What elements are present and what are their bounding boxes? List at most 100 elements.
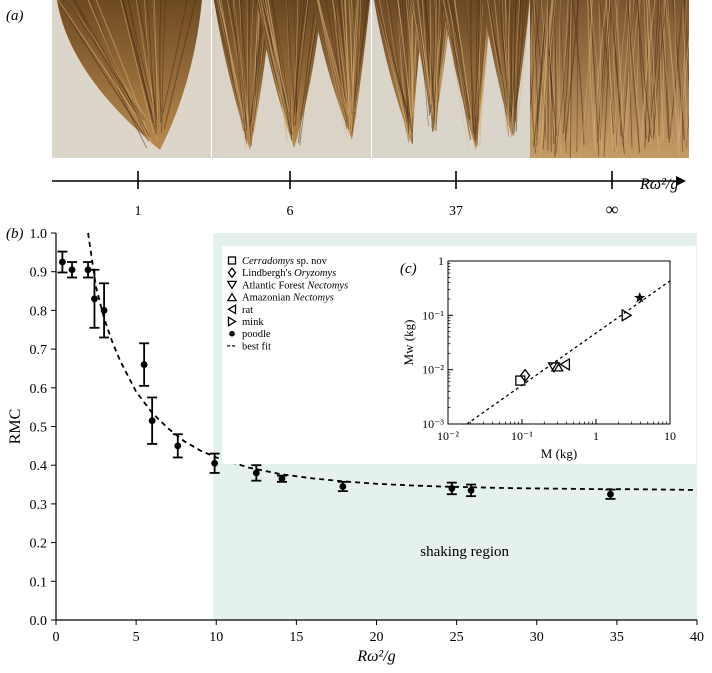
- legend-item: poodle: [229, 329, 271, 340]
- hair-strand: [220, 0, 246, 144]
- legend-item: Amazonian Nectomys: [226, 292, 334, 304]
- marker: [91, 295, 98, 303]
- legend-label-part: mink: [242, 317, 264, 328]
- hair-strand: [286, 0, 296, 115]
- triangle-down-marker: [547, 362, 561, 374]
- hair-strand: [611, 0, 628, 154]
- data-point: [276, 474, 287, 483]
- hair-strand: [350, 0, 368, 117]
- hair-strand: [218, 0, 245, 129]
- hair-strand: [515, 0, 522, 132]
- y-tick-label: 10⁻³: [422, 417, 444, 431]
- hair-strand: [562, 0, 571, 134]
- legend-label-part: Lindbergh's: [242, 268, 294, 279]
- x-tick-label: 15: [289, 630, 303, 645]
- axis-tick-label: 1: [135, 204, 142, 219]
- triangle-right-marker: [621, 308, 633, 322]
- data-point: [251, 464, 262, 482]
- hair-strand: [622, 0, 636, 147]
- hair-strand: [246, 0, 249, 135]
- hair-strand: [681, 0, 688, 140]
- best-fit-line: [87, 232, 698, 491]
- hair-strand: [264, 0, 290, 130]
- hair-strand: [558, 0, 561, 135]
- hair-strand: [534, 0, 547, 142]
- x-tick-label: 30: [530, 630, 544, 645]
- x-tick-label: 35: [610, 630, 624, 645]
- hair-strand: [90, 0, 149, 143]
- data-point: [209, 452, 220, 474]
- y-tick-label: 10⁻¹: [422, 308, 444, 322]
- hair-photo: [212, 0, 371, 158]
- data-point: [446, 481, 457, 496]
- legend-item: Atlantic Forest Nectomys: [226, 280, 348, 291]
- hair-strand: [443, 0, 469, 150]
- hair-strand: [659, 0, 670, 139]
- legend-label-part: sp. nov: [294, 256, 328, 267]
- marker: [278, 475, 286, 483]
- hair-strand: [625, 0, 640, 142]
- hair-strand: [213, 0, 245, 130]
- hair-photos: [52, 0, 689, 158]
- x-tick-label: 0: [53, 630, 60, 645]
- hair-strand: [564, 0, 580, 141]
- hair-strand: [95, 0, 153, 145]
- legend-item: mink: [227, 316, 264, 328]
- hair-strand: [332, 0, 349, 129]
- y-tick-label: 0.5: [30, 421, 48, 436]
- hair-strand: [473, 0, 482, 114]
- hair-strand: [470, 0, 474, 132]
- legend-label: mink: [242, 317, 264, 328]
- hair-strand: [355, 0, 362, 120]
- triangle-up-marker: [550, 360, 564, 372]
- hair-strand: [598, 0, 614, 134]
- hair-strand: [660, 0, 674, 141]
- x-axis-title: Rω²/g: [356, 648, 395, 665]
- hair-strand: [272, 0, 293, 135]
- hair-strand: [510, 0, 520, 138]
- hair-strand: [262, 0, 290, 126]
- y-tick-label: 0.2: [30, 537, 48, 552]
- marker: [252, 469, 260, 477]
- hair-strand: [233, 0, 251, 144]
- inset-background: [222, 246, 696, 464]
- hair-strand: [317, 0, 348, 140]
- hair-strand: [345, 0, 351, 136]
- data-point: [99, 282, 110, 339]
- hair-strand: [147, 0, 157, 128]
- marker: [68, 266, 76, 274]
- hair-strand: [233, 0, 247, 141]
- legend-label-part: Nectomys: [292, 293, 334, 304]
- legend-label: rat: [242, 305, 253, 316]
- star-marker: [634, 291, 646, 303]
- axis-tick-label: 6: [287, 204, 294, 219]
- hair-strand: [627, 0, 641, 153]
- y-tick-label: 1.0: [30, 227, 48, 242]
- hair-strand: [530, 0, 534, 41]
- hair-strand: [350, 0, 355, 112]
- hair-strand: [240, 0, 248, 131]
- hair-strand: [648, 0, 660, 153]
- inset-y-title: Mw (kg): [401, 320, 416, 366]
- x-tick-label: 10⁻²: [437, 429, 459, 443]
- hair-strand: [672, 0, 685, 141]
- hair-strand: [665, 0, 670, 136]
- hair-strand: [396, 0, 409, 117]
- triangle-down-marker: [226, 280, 238, 290]
- data-point: [83, 261, 94, 279]
- hair-strand: [415, 0, 431, 116]
- x-tick-label: 20: [370, 630, 384, 645]
- hair-strand: [414, 0, 430, 103]
- data-point: [67, 261, 78, 279]
- hair-strand: [588, 0, 600, 157]
- hair-strand: [611, 0, 617, 156]
- hair-strand: [530, 65, 537, 154]
- y-tick-label: 0.3: [30, 498, 48, 513]
- y-tick-label: 0.7: [30, 343, 48, 358]
- data-point: [466, 483, 477, 498]
- hair-strand: [538, 0, 548, 148]
- hair-strand: [317, 0, 349, 115]
- hair-strand: [506, 0, 511, 121]
- hair-strand: [294, 0, 310, 126]
